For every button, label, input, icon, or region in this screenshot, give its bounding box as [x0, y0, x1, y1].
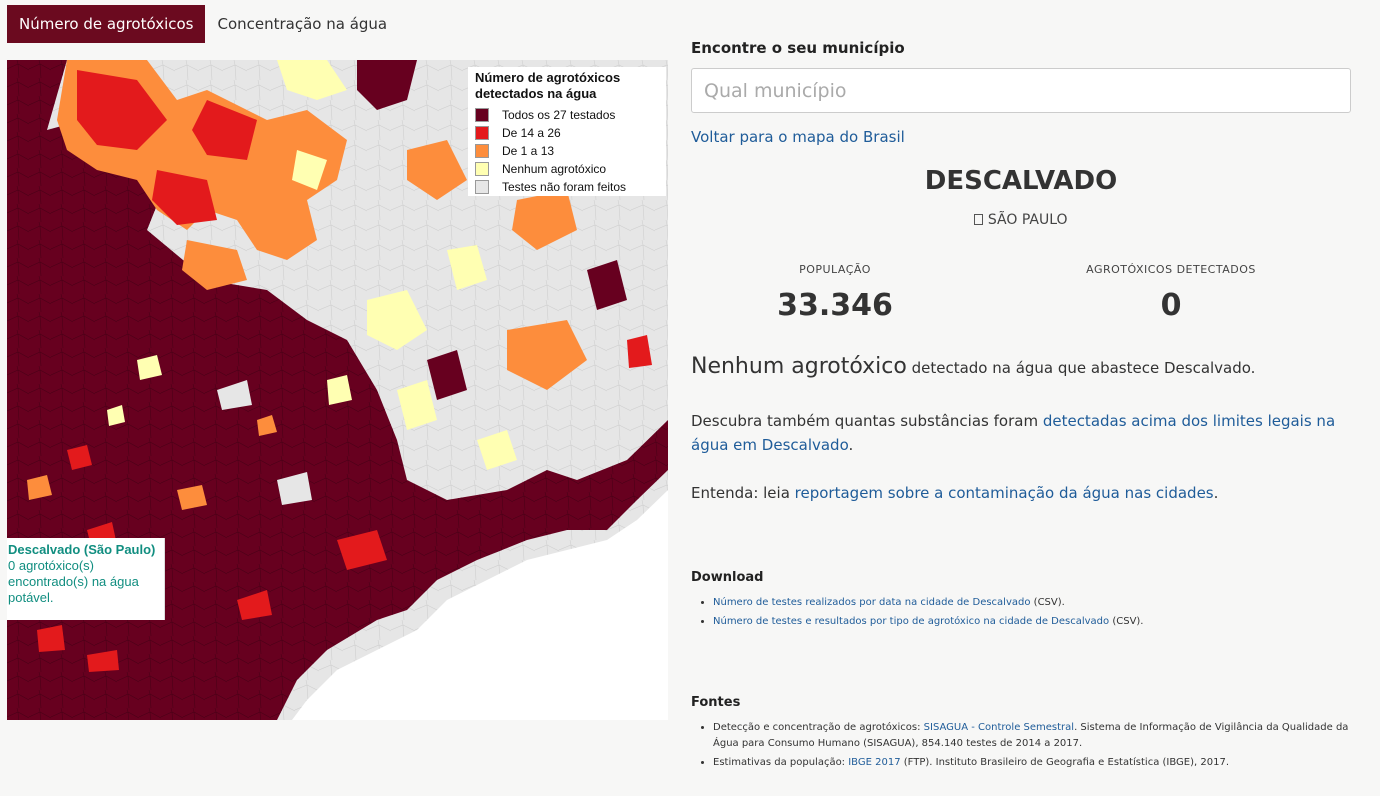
tooltip-line3: potável.	[8, 590, 54, 605]
download-item: Número de testes e resultados por tipo d…	[713, 614, 1363, 630]
sisagua-link[interactable]: SISAGUA - Controle Semestral	[923, 722, 1075, 733]
patch-11	[37, 625, 65, 652]
tooltip-line2: encontrado(s) na água	[8, 574, 139, 589]
map-marker-icon	[974, 214, 984, 225]
legend-label-14-26: De 14 a 26	[502, 126, 561, 140]
discover-prefix: Descubra também quantas substâncias fora…	[691, 412, 1043, 430]
region-mid-high-1	[77, 70, 167, 150]
source-prefix: Detecção e concentração de agrotóxicos:	[713, 722, 924, 733]
tooltip-municipality: Descalvado (São Paulo)	[8, 542, 156, 557]
patch-4	[217, 380, 252, 410]
patch-12	[87, 650, 119, 672]
patch-9	[237, 590, 272, 620]
download-item: Número de testes realizados por data na …	[713, 595, 1363, 611]
region-low-4	[512, 190, 577, 250]
legend-swatch-14-26	[475, 126, 489, 140]
legend-item-14-26: De 14 a 26	[475, 124, 659, 142]
legend-item-none: Nenhum agrotóxico	[475, 160, 659, 178]
region-mid-high-2	[192, 100, 257, 160]
legend-swatch-none	[475, 162, 489, 176]
understand-paragraph: Entenda: leia reportagem sobre a contami…	[691, 481, 1351, 505]
region-all-tested-3	[587, 260, 627, 310]
region-mid-high-4	[627, 335, 652, 368]
legend-title-line1: Número de agrotóxicos	[475, 70, 621, 85]
region-all-tested-4	[357, 60, 417, 110]
above-limits-link[interactable]: detectadas acima dos limites legais na á…	[691, 412, 1336, 454]
ocean	[292, 490, 668, 720]
patch-14	[107, 405, 125, 426]
state-name: SÃO PAULO	[983, 212, 1068, 228]
region-mid-high-3	[152, 170, 217, 225]
population-label: POPULAÇÃO	[799, 263, 871, 276]
legend-label-none: Nenhum agrotóxico	[502, 162, 607, 176]
patch-6	[177, 485, 207, 510]
source-item: Estimativas da população: IBGE 2017 (FTP…	[713, 755, 1363, 771]
headline-big: Nenhum agrotóxico	[691, 354, 907, 379]
legend-title: Número de agrotóxicos detectados na água	[475, 70, 659, 102]
ibge-link[interactable]: IBGE 2017	[848, 757, 901, 768]
download-item-suffix: (CSV).	[1109, 616, 1144, 627]
state-line: SÃO PAULO	[691, 212, 1351, 228]
region-none-4	[447, 245, 487, 290]
region-all-tested-2	[427, 350, 467, 400]
source-item: Detecção e concentração de agrotóxicos: …	[713, 720, 1363, 752]
region-none-2	[292, 150, 327, 190]
patch-13	[257, 415, 277, 436]
region-low-2	[182, 240, 247, 290]
sources-list: Detecção e concentração de agrotóxicos: …	[691, 720, 1363, 774]
patch-5	[327, 375, 352, 405]
legend-label-1-13: De 1 a 13	[502, 144, 555, 158]
pesticides-value: 0	[1160, 288, 1182, 323]
discover-paragraph: Descubra também quantas substâncias fora…	[691, 409, 1351, 457]
report-link[interactable]: reportagem sobre a contaminação da água …	[794, 484, 1214, 502]
understand-prefix: Entenda: leia	[691, 484, 795, 502]
discover-suffix: .	[848, 436, 854, 454]
search-label: Encontre o seu município	[691, 39, 905, 57]
legend-label-untested: Testes não foram feitos	[502, 180, 627, 194]
download-list: Número de testes realizados por data na …	[691, 595, 1363, 633]
legend-title-line2: detectados na água	[475, 86, 597, 101]
population-value: 33.346	[777, 288, 893, 323]
patch-10	[337, 530, 387, 570]
region-none-1	[277, 60, 347, 100]
sources-title: Fontes	[691, 695, 741, 710]
region-none-7	[477, 430, 517, 470]
region-none-3	[367, 290, 427, 350]
legend-label-all: Todos os 27 testados	[502, 108, 616, 122]
city-name: DESCALVADO	[924, 166, 1118, 196]
tab-numero-agrotoxicos[interactable]: Número de agrotóxicos	[7, 5, 206, 43]
patch-2	[27, 475, 52, 500]
region-none-6	[397, 380, 437, 430]
understand-suffix: .	[1213, 484, 1219, 502]
patch-8	[277, 472, 312, 505]
source-suffix: . Sistema de Informação de Vigilância da…	[713, 722, 1349, 749]
download-title: Download	[691, 570, 764, 585]
download-tests-by-date-link[interactable]: Número de testes realizados por data na …	[713, 597, 1031, 608]
map-legend: Número de agrotóxicos detectados na água…	[468, 67, 666, 196]
legend-swatch-untested	[475, 180, 489, 194]
source-suffix: (FTP). Instituto Brasileiro de Geografia…	[900, 757, 1229, 768]
legend-item-1-13: De 1 a 13	[475, 142, 659, 160]
download-item-suffix: (CSV).	[1030, 597, 1065, 608]
legend-swatch-1-13	[475, 144, 489, 158]
patch-1	[67, 445, 92, 470]
region-low-5	[507, 320, 587, 390]
region-low-3	[407, 140, 467, 200]
result-headline: Nenhum agrotóxico detectado na água que …	[691, 354, 1351, 379]
patch-3	[137, 355, 162, 380]
legend-item-all: Todos os 27 testados	[475, 106, 659, 124]
map-tooltip: Descalvado (São Paulo) 0 agrotóxico(s) e…	[7, 538, 165, 620]
legend-swatch-all	[475, 108, 489, 122]
headline-small: detectado na água que abastece Descalvad…	[906, 359, 1256, 377]
municipality-search-input[interactable]	[691, 68, 1351, 113]
download-tests-by-type-link[interactable]: Número de testes e resultados por tipo d…	[713, 616, 1110, 627]
tooltip-line1: 0 agrotóxico(s)	[8, 558, 94, 573]
legend-item-untested: Testes não foram feitos	[475, 178, 659, 196]
map-tabs: Número de agrotóxicos Concentração na ág…	[7, 5, 399, 43]
back-to-brazil-link[interactable]: Voltar para o mapa do Brasil	[691, 128, 905, 146]
pesticides-label: AGROTÓXICOS DETECTADOS	[1086, 263, 1256, 276]
tab-concentracao-agua[interactable]: Concentração na água	[217, 15, 388, 33]
source-prefix: Estimativas da população:	[713, 757, 849, 768]
